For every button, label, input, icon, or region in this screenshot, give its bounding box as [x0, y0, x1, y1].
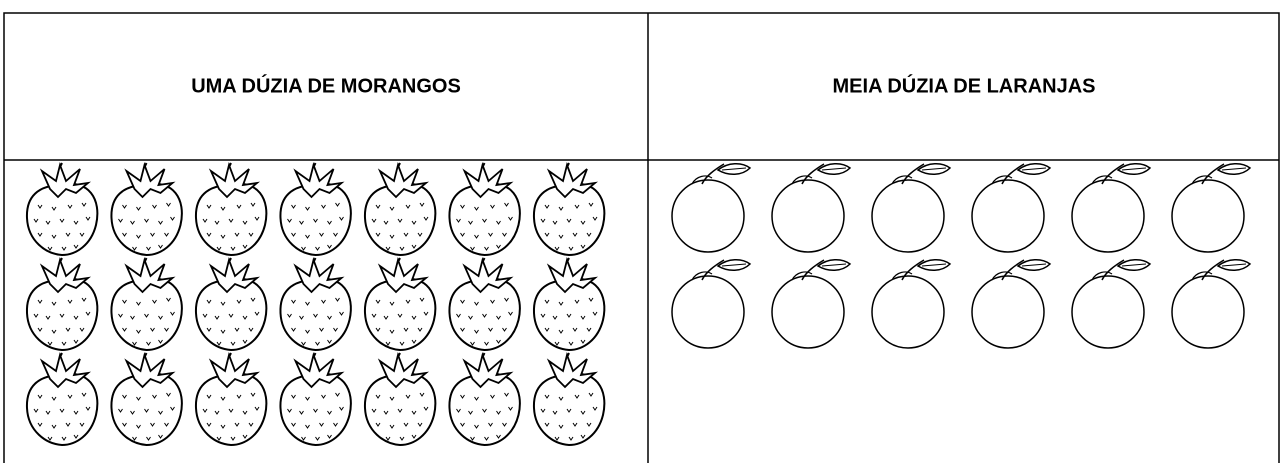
- orange-icon: [771, 258, 851, 349]
- strawberry-icon: [279, 257, 352, 351]
- strawberry-icon: [363, 162, 437, 256]
- strawberry-icon: [194, 162, 268, 256]
- strawberry-icon: [110, 162, 183, 256]
- orange-icon: [1171, 258, 1251, 349]
- strawberry-icon: [448, 352, 521, 446]
- orange-icon: [871, 162, 951, 253]
- orange-icon: [971, 258, 1051, 349]
- orange-icon: [771, 162, 851, 253]
- strawberry-icon: [194, 352, 268, 446]
- strawberry-icon: [448, 162, 521, 256]
- orange-icon: [671, 258, 751, 349]
- header-cell: MEIA DÚZIA DE LARANJAS: [833, 73, 1096, 97]
- strawberry-icon: [363, 257, 437, 351]
- orange-icon: [1071, 162, 1151, 253]
- strawberry-icon: [279, 352, 352, 446]
- strawberry-icon: [110, 352, 183, 446]
- table-border: [3, 12, 1280, 463]
- strawberry-icon: [448, 257, 521, 351]
- strawberry-icon: [532, 162, 606, 256]
- orange-icon: [971, 162, 1051, 253]
- orange-icon: [1171, 162, 1251, 253]
- header-cell: UMA DÚZIA DE MORANGOS: [191, 73, 461, 97]
- strawberry-icon: [532, 257, 606, 351]
- strawberry-icon: [279, 162, 352, 256]
- orange-icon: [871, 258, 951, 349]
- strawberry-icon: [25, 257, 99, 351]
- strawberry-icon: [532, 352, 606, 446]
- strawberry-icon: [25, 162, 99, 256]
- orange-icon: [671, 162, 751, 253]
- strawberry-icon: [363, 352, 437, 446]
- strawberry-icon: [25, 352, 99, 446]
- orange-icon: [1071, 258, 1151, 349]
- strawberry-icon: [194, 257, 268, 351]
- strawberry-icon: [110, 257, 183, 351]
